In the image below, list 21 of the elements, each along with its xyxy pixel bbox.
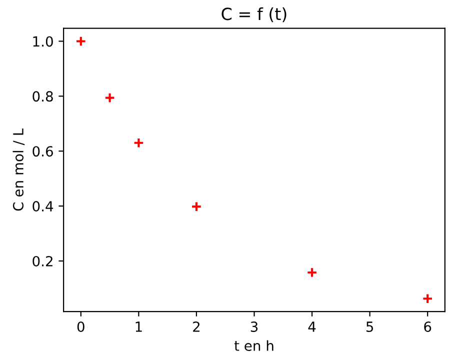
point — [75, 36, 86, 47]
y-tick-label: 1.0 — [33, 36, 53, 47]
chart-title: C = f (t) — [222, 7, 286, 22]
x-tick-label: 2 — [193, 321, 200, 332]
point — [422, 293, 434, 304]
y-tick-label: 0.4 — [32, 201, 54, 212]
x-tick-label: 4 — [308, 322, 316, 332]
y-tick-label: 0.8 — [32, 91, 53, 102]
x-tick-label: 1 — [136, 322, 142, 332]
x-tick-label: 5 — [366, 322, 374, 332]
point — [306, 267, 318, 278]
x-tick-label: 6 — [424, 321, 432, 332]
y-axis-title: C en mol / L — [12, 128, 25, 211]
y-tick-label: 0.6 — [32, 146, 53, 157]
point — [191, 201, 202, 212]
y-tick-label: 0.2 — [32, 256, 52, 266]
x-tick-label: 0 — [77, 321, 84, 332]
x-tick-label: 3 — [250, 321, 258, 332]
point — [133, 137, 144, 148]
point — [104, 92, 116, 104]
x-axis-title: t en h — [234, 340, 274, 351]
